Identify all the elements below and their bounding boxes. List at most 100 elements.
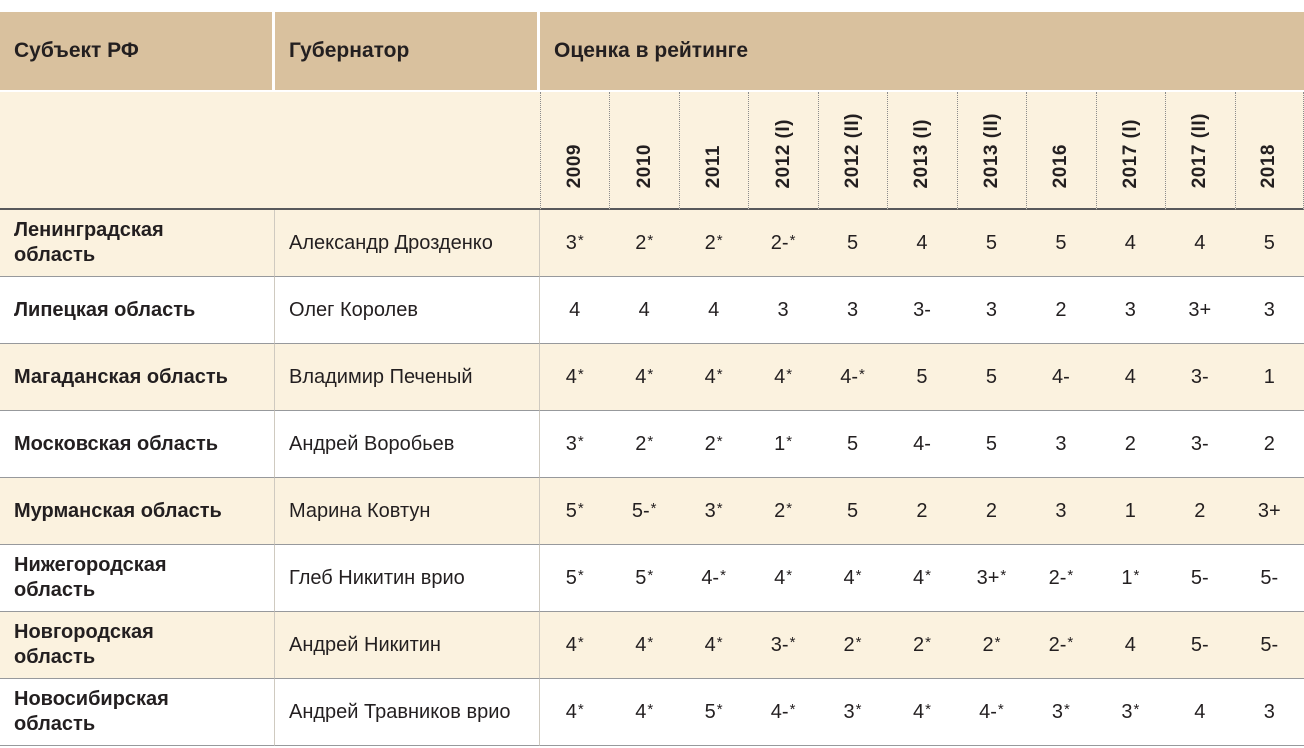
year-label: 2013 (II) bbox=[980, 112, 1002, 188]
asterisk-mark: * bbox=[925, 566, 931, 584]
rating-cell: 4* bbox=[887, 545, 957, 612]
rating-cell: 2* bbox=[956, 612, 1027, 679]
asterisk-mark: * bbox=[720, 566, 726, 584]
rating-cell: 4-* bbox=[748, 679, 818, 746]
asterisk-mark: * bbox=[577, 432, 584, 450]
rating-cell: 4 bbox=[1165, 210, 1235, 277]
rating-cell: 3* bbox=[1095, 679, 1166, 746]
rating-cell: 5 bbox=[817, 478, 888, 545]
year-header-row: 2009 2010 2011 2012 (I) 2012 (II) 2013 (I) 201… bbox=[0, 92, 1304, 210]
asterisk-mark: * bbox=[786, 432, 793, 450]
rating-cell: 3* bbox=[817, 679, 888, 746]
year-label: 2017 (II) bbox=[1189, 112, 1211, 188]
rating-cell: 3 bbox=[956, 277, 1027, 344]
asterisk-mark: * bbox=[577, 700, 584, 718]
year-label: 2009 bbox=[564, 143, 586, 188]
region-name: Магаданская область bbox=[0, 344, 275, 411]
asterisk-mark: * bbox=[786, 566, 793, 584]
asterisk-mark: * bbox=[647, 566, 654, 584]
governor-name: Андрей Никитин bbox=[275, 612, 540, 679]
rating-cell: 5* bbox=[609, 545, 679, 612]
rating-cell: 5-* bbox=[609, 478, 679, 545]
rating-cell: 1* bbox=[748, 411, 818, 478]
asterisk-mark: * bbox=[1000, 566, 1007, 584]
year-column-header: 2012 (II) bbox=[817, 92, 888, 210]
region-name: Новосибирская область bbox=[0, 679, 275, 746]
asterisk-mark: * bbox=[855, 566, 862, 584]
rating-cell: 2* bbox=[609, 411, 679, 478]
rating-cell: 2-* bbox=[1026, 545, 1096, 612]
governor-name: Олег Королев bbox=[275, 277, 540, 344]
rating-cell: 3 bbox=[1026, 411, 1096, 478]
rating-cell: 2-* bbox=[748, 210, 818, 277]
rating-cell: 4* bbox=[817, 545, 888, 612]
asterisk-mark: * bbox=[925, 633, 931, 651]
table-row: Липецкая область Олег Королев 4 4 4 3 3 3- 3 2 3 3+… bbox=[0, 277, 1304, 344]
asterisk-mark: * bbox=[716, 700, 723, 718]
rating-cell: 2* bbox=[609, 210, 679, 277]
subject-spacer-cell bbox=[0, 92, 275, 210]
governor-name: Глеб Никитин врио bbox=[275, 545, 540, 612]
asterisk-mark: * bbox=[1067, 633, 1074, 651]
region-name: Нижегородская область bbox=[0, 545, 275, 612]
rating-cell: 4* bbox=[609, 344, 679, 411]
rating-cell: 5 bbox=[817, 411, 888, 478]
year-label: 2012 (I) bbox=[772, 118, 794, 188]
rating-cell: 3* bbox=[1026, 679, 1096, 746]
rating-cell: 3- bbox=[887, 277, 957, 344]
subject-column-header: Субъект РФ bbox=[0, 12, 275, 92]
governor-column-header: Губернатор bbox=[275, 12, 540, 92]
rating-cell: 4* bbox=[540, 679, 610, 746]
region-name: Ленинградская область bbox=[0, 210, 275, 277]
year-column-header: 2013 (II) bbox=[956, 92, 1027, 210]
rating-cell: 1 bbox=[1095, 478, 1166, 545]
rating-cell: 5 bbox=[1026, 210, 1096, 277]
asterisk-mark: * bbox=[1133, 700, 1140, 718]
year-label: 2012 (II) bbox=[842, 112, 864, 188]
year-label: 2016 bbox=[1050, 143, 1072, 188]
asterisk-mark: * bbox=[789, 700, 796, 718]
rating-cell: 2 bbox=[1026, 277, 1096, 344]
year-label: 2011 bbox=[703, 144, 725, 188]
rating-cell: 3 bbox=[817, 277, 888, 344]
rating-cell: 3* bbox=[678, 478, 749, 545]
rating-cell: 5- bbox=[1234, 612, 1304, 679]
governor-name: Владимир Печеный bbox=[275, 344, 540, 411]
rating-cell: 5* bbox=[540, 478, 610, 545]
governor-name: Андрей Воробьев bbox=[275, 411, 540, 478]
rating-cell: 3 bbox=[1234, 277, 1304, 344]
rating-cell: 3 bbox=[1026, 478, 1096, 545]
table-row: Магаданская область Владимир Печеный 4* 4* 4… bbox=[0, 344, 1304, 411]
rating-cell: 2* bbox=[678, 210, 749, 277]
year-column-header: 2017 (II) bbox=[1165, 92, 1235, 210]
governor-spacer-cell bbox=[275, 92, 540, 210]
header-band-row: Субъект РФ Губернатор Оценка в рейтинге bbox=[0, 12, 1304, 92]
asterisk-mark: * bbox=[577, 231, 584, 249]
governor-name: Марина Ковтун bbox=[275, 478, 540, 545]
asterisk-mark: * bbox=[716, 499, 723, 517]
asterisk-mark: * bbox=[994, 633, 1001, 651]
rating-cell: 5 bbox=[817, 210, 888, 277]
table-row: Московская область Андрей Воробьев 3* 2* 2* 1… bbox=[0, 411, 1304, 478]
rating-cell: 4 bbox=[1095, 344, 1166, 411]
year-column-header: 2013 (I) bbox=[887, 92, 957, 210]
rating-cell: 3+ bbox=[1234, 478, 1304, 545]
rating-cell: 5- bbox=[1165, 612, 1235, 679]
rating-cell: 2 bbox=[1095, 411, 1166, 478]
rating-cell: 5 bbox=[887, 344, 957, 411]
asterisk-mark: * bbox=[997, 700, 1004, 718]
rating-cell: 4 bbox=[540, 277, 610, 344]
region-name: Новгородская область bbox=[0, 612, 275, 679]
table-row: Ленинградская область Александр Дрозденко… bbox=[0, 210, 1304, 277]
rating-cell: 5 bbox=[956, 210, 1027, 277]
rating-cell: 4* bbox=[540, 344, 610, 411]
year-column-header: 2009 bbox=[540, 92, 610, 210]
rating-cell: 4-* bbox=[817, 344, 888, 411]
rating-cell: 4* bbox=[678, 344, 749, 411]
rating-cell: 4-* bbox=[678, 545, 749, 612]
asterisk-mark: * bbox=[859, 365, 865, 383]
rating-cell: 1 bbox=[1234, 344, 1304, 411]
rating-cell: 4 bbox=[1165, 679, 1235, 746]
rating-cell: 1* bbox=[1095, 545, 1166, 612]
asterisk-mark: * bbox=[577, 499, 584, 517]
